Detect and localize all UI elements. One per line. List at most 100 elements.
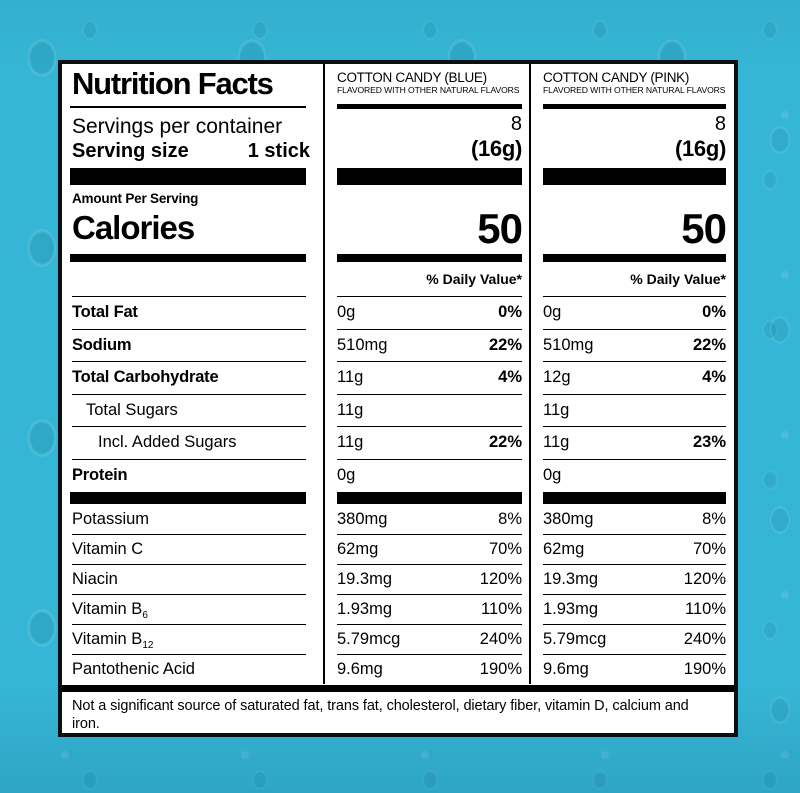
calories-value-pink: 50 (681, 205, 727, 252)
row-vitamin-b12: Vitamin B12 5.79mcg 240% 5.79mcg 240% (62, 624, 734, 654)
divider-bar (543, 168, 726, 185)
amount-blue: 0g (337, 303, 356, 322)
daily-value-header-row: % Daily Value* % Daily Value* (62, 262, 734, 296)
divider-bar (337, 168, 522, 185)
nutrient-label: Protein (72, 465, 128, 484)
medium-bar-row (62, 254, 734, 262)
column-header-blue: COTTON CANDY (BLUE) FLAVORED WITH OTHER … (324, 64, 530, 104)
amount-pink: 1.93mg (543, 600, 599, 618)
amount-per-serving-label: Amount Per Serving (72, 191, 199, 206)
row-vitamin-b6: Vitamin B6 1.93mg 110% 1.93mg 110% (62, 594, 734, 624)
dv-blue: 110% (481, 600, 522, 618)
amount-pink: 380mg (543, 509, 594, 528)
serving-size-value: 1 stick (247, 140, 310, 162)
nutrient-label: Pantothenic Acid (72, 660, 195, 678)
divider-bar (70, 254, 306, 262)
divider-bar (337, 104, 522, 109)
nutrient-label: Total Sugars (86, 400, 178, 419)
amount-blue: 1.93mg (337, 600, 393, 618)
dv-blue: 8% (498, 509, 522, 528)
divider-bar (70, 106, 306, 108)
amount-blue: 11g (337, 433, 364, 452)
footnote-text: Not a significant source of saturated fa… (72, 698, 689, 732)
amount-pink: 9.6mg (543, 660, 589, 678)
column-divider (323, 64, 325, 684)
header-divider-row (62, 104, 734, 110)
dv-pink: 190% (683, 660, 726, 678)
amount-pink: 11g (543, 433, 570, 452)
amount-blue: 19.3mg (337, 570, 393, 588)
nutrient-label: Vitamin C (72, 540, 144, 558)
subscript: 12 (142, 640, 154, 651)
divider-bar (70, 492, 306, 504)
thick-bar-row (62, 168, 734, 185)
nutrition-facts-panel: Nutrition Facts COTTON CANDY (BLUE) FLAV… (58, 60, 738, 737)
amount-blue: 380mg (337, 509, 388, 528)
dv-blue: 4% (498, 368, 522, 387)
row-potassium: Potassium 380mg 8% 380mg 8% (62, 504, 734, 534)
flavor-name-blue: COTTON CANDY (BLUE) (337, 70, 487, 85)
row-vitamin-c: Vitamin C 62mg 70% 62mg 70% (62, 534, 734, 564)
bottom-bar (62, 685, 734, 692)
divider-bar (543, 254, 726, 262)
column-divider (529, 64, 531, 684)
dv-blue: 120% (479, 570, 522, 588)
calories-label: Calories (72, 209, 195, 246)
amount-blue: 510mg (337, 335, 388, 354)
nutrient-label: Sodium (72, 335, 132, 354)
row-protein: Protein 0g 0g (62, 458, 734, 492)
servings-per-container-label: Servings per container (72, 115, 283, 138)
nutrition-facts-title: Nutrition Facts (72, 66, 274, 101)
row-total-carbohydrate: Total Carbohydrate 11g 4% 12g 4% (62, 361, 734, 394)
amount-pink: 0g (543, 465, 562, 484)
amount-blue: 62mg (337, 540, 379, 558)
calories-value-blue: 50 (477, 205, 523, 252)
dv-blue: 22% (488, 335, 522, 354)
dv-pink: 23% (692, 433, 726, 452)
row-pantothenic-acid: Pantothenic Acid 9.6mg 190% 9.6mg 190% (62, 654, 734, 684)
amount-pink: 510mg (543, 335, 594, 354)
amount-blue: 0g (337, 465, 356, 484)
amount-pink: 11g (543, 400, 570, 419)
dv-blue: 70% (488, 540, 522, 558)
amount-pink: 5.79mcg (543, 630, 607, 648)
divider-bar (543, 492, 726, 504)
divider-bar (543, 104, 726, 109)
nutrition-columns-area: Nutrition Facts COTTON CANDY (BLUE) FLAV… (62, 64, 734, 684)
protein-bar-row (62, 491, 734, 504)
dv-blue: 0% (498, 303, 522, 322)
row-added-sugars: Incl. Added Sugars 11g 22% 11g 23% (62, 426, 734, 459)
amount-pink: 0g (543, 303, 562, 322)
nutrient-label: Vitamin B12 (72, 630, 154, 651)
dv-pink: 240% (683, 630, 726, 648)
amount-blue: 11g (337, 368, 364, 387)
dv-pink: 22% (692, 335, 726, 354)
subscript: 6 (142, 610, 148, 621)
serving-weight-pink: (16g) (674, 136, 726, 161)
flavor-subtitle-blue: FLAVORED WITH OTHER NATURAL FLAVORS (337, 85, 520, 95)
divider-bar (337, 254, 522, 262)
daily-value-header-blue: % Daily Value* (426, 271, 522, 287)
daily-value-header-pink: % Daily Value* (630, 271, 726, 287)
nutrient-label: Incl. Added Sugars (98, 433, 237, 452)
title-row: Nutrition Facts COTTON CANDY (BLUE) FLAV… (62, 64, 734, 104)
amount-pink: 62mg (543, 540, 585, 558)
amount-pink: 12g (543, 368, 571, 387)
dv-pink: 8% (702, 509, 726, 528)
divider-bar (70, 168, 306, 185)
dv-blue: 190% (479, 660, 522, 678)
serving-weight-blue: (16g) (470, 136, 522, 161)
dv-blue: 240% (479, 630, 522, 648)
row-niacin: Niacin 19.3mg 120% 19.3mg 120% (62, 564, 734, 594)
dv-pink: 4% (702, 368, 726, 387)
nutrient-label: Potassium (72, 509, 150, 528)
nutrient-label: Total Fat (72, 303, 138, 322)
divider-bar (337, 492, 522, 504)
calories-row: Amount Per Serving Calories 50 50 (62, 185, 734, 254)
dv-pink: 120% (683, 570, 726, 588)
column-header-pink: COTTON CANDY (PINK) FLAVORED WITH OTHER … (530, 64, 734, 104)
amount-blue: 9.6mg (337, 660, 383, 678)
servings-count-pink: 8 (714, 113, 726, 135)
nutrient-label: Niacin (72, 570, 118, 588)
serving-info-row: Servings per container Serving size 1 st… (62, 110, 734, 168)
